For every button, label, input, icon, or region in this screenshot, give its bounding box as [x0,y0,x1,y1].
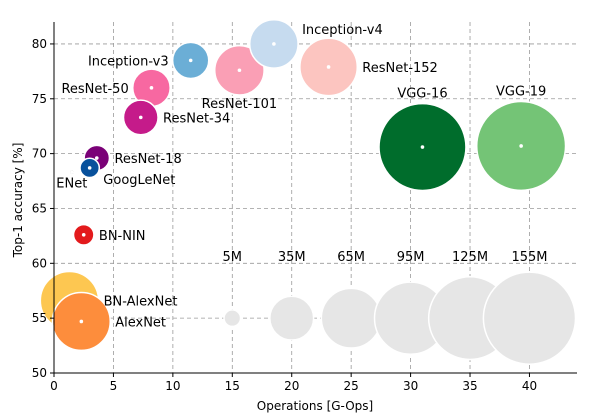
bubble-center-dot [519,144,523,148]
x-tick-label: 10 [165,379,180,393]
size-legend-bubble [223,309,242,328]
bubble-center-dot [94,156,99,160]
point-label: VGG-16 [397,87,447,102]
point-label: VGG-19 [496,85,546,100]
axes: 0 5 10 15 20 25 30 35 40 50 55 60 65 70 75 80 [32,22,577,393]
grid [54,22,577,373]
point-label: BN-AlexNet [104,295,178,310]
x-axis-title: Operations [G-Ops] [257,399,373,413]
y-axis-title: Top-1 accuracy [%] [11,143,25,259]
bubble-center-dot [272,42,276,46]
bubble-center-dot [326,65,331,69]
bubble-center-dot [188,58,193,63]
bubble-center-dot [138,115,143,120]
x-tick-label: 15 [225,379,240,393]
point-label: ResNet-101 [202,97,278,112]
size-legend-label: 125M [452,250,488,265]
bubble-center-dot [81,232,86,237]
y-tick-label: 55 [32,311,47,325]
point-label: AlexNet [115,315,166,330]
point-label: ResNet-18 [114,152,181,167]
point-label: ENet [56,177,87,192]
y-tick-label: 65 [32,201,47,215]
bubble-center-dot [149,86,154,90]
y-tick-label: 60 [32,256,47,270]
x-tick-label: 35 [462,379,477,393]
size-legend-label: 155M [511,250,547,265]
bubble-center-dot [87,166,92,170]
x-tick-label: 0 [50,379,58,393]
x-tick-label: 25 [344,379,359,393]
bubble-center-dot [70,170,74,175]
size-legend-label: 95M [397,250,425,265]
point-label: ResNet-50 [61,82,128,97]
point-label: ResNet-34 [163,111,230,126]
size-legend-label: 5M [223,250,243,265]
size-legend-bubble [482,271,577,365]
x-tick-label: 30 [403,379,418,393]
y-tick-label: 75 [32,92,47,106]
size-legend-label: 35M [278,250,306,265]
size-legend-bubble [320,287,382,349]
point-label: Inception-v4 [302,23,383,38]
point-label: Inception-v3 [88,54,169,69]
y-tick-label: 70 [32,147,47,161]
bubbles: BN-AlexNet AlexNet BN-NIN ENet GoogLeNet ResN… [39,19,567,352]
point-label: GoogLeNet [103,173,175,188]
point-label: BN-NIN [99,229,146,244]
y-tick-label: 50 [32,366,47,380]
bubble-center-dot [420,145,425,149]
x-tick-label: 40 [522,379,537,393]
x-tick-label: 5 [110,379,118,393]
bubble-center-dot [237,68,242,73]
y-tick-label: 80 [32,37,47,51]
bubble-center-dot [79,319,84,324]
x-tick-label: 20 [284,379,299,393]
size-legend: 5M 35M 65M 95M 125M 155M [223,250,577,365]
size-legend-label: 65M [337,250,365,265]
point-label: ResNet-152 [362,61,438,76]
size-legend-bubble [269,295,315,341]
